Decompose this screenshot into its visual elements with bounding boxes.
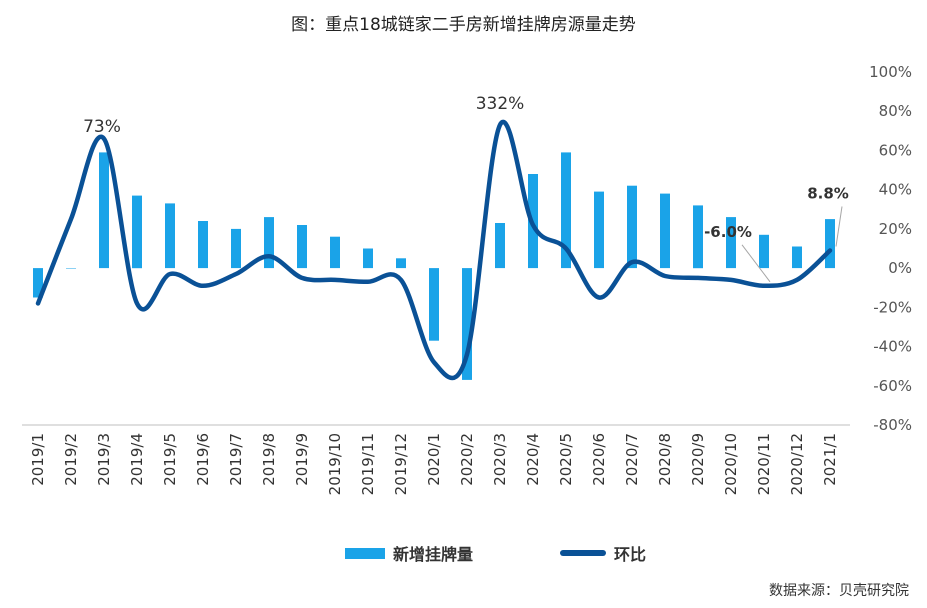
bar-2019/6 — [198, 221, 208, 269]
y-tick-label: 20% — [879, 220, 912, 238]
y-tick-label: -40% — [873, 338, 912, 356]
y-tick-label: 80% — [879, 102, 912, 120]
bar-2019/9 — [297, 225, 307, 269]
x-tick-label: 2019/1 — [29, 433, 47, 486]
x-tick-label: 2020/5 — [557, 433, 575, 486]
bar-2021/1 — [825, 219, 835, 269]
bar-2020/5 — [561, 152, 571, 269]
bar-2019/12 — [396, 258, 406, 269]
bar-2019/3 — [99, 152, 109, 269]
x-tick-label: 2020/11 — [755, 433, 773, 495]
annotation-2020/3: 332% — [476, 94, 525, 114]
legend-swatch-bar — [345, 547, 385, 559]
bar-2020/10 — [726, 217, 736, 269]
bar-2020/3 — [495, 223, 505, 269]
x-tick-label: 2021/1 — [821, 433, 839, 486]
x-tick-label: 2020/10 — [722, 433, 740, 495]
y-tick-label: -60% — [873, 377, 912, 395]
y-tick-label: 40% — [879, 181, 912, 199]
x-tick-label: 2020/7 — [623, 433, 641, 486]
bar-2020/11 — [759, 234, 769, 269]
x-tick-label: 2020/8 — [656, 433, 674, 486]
legend-label-bar: 新增挂牌量 — [393, 545, 474, 564]
annotations: 73% 332% -6.0% 8.8% — [83, 94, 849, 241]
x-tick-label: 2020/6 — [590, 433, 608, 486]
callout-line-2020/11 — [741, 244, 771, 283]
bar-2019/8 — [264, 217, 274, 269]
bar-2020/9 — [693, 205, 703, 269]
y-tick-label: 0% — [888, 259, 912, 277]
x-tick-label: 2019/8 — [260, 433, 278, 486]
data-source: 数据来源：贝壳研究院 — [769, 583, 909, 599]
bar-2019/10 — [330, 236, 340, 269]
y-tick-label: -20% — [873, 298, 912, 316]
bar-2020/1 — [429, 268, 439, 341]
x-tick-label: 2019/2 — [62, 433, 80, 486]
callout-lines — [741, 206, 843, 283]
x-tick-label: 2019/3 — [95, 433, 113, 486]
bar-2019/11 — [363, 248, 373, 269]
annotation-2019/3: 73% — [83, 117, 121, 137]
x-tick-label: 2019/12 — [392, 433, 410, 495]
legend-swatch-line — [560, 550, 606, 556]
bar-2019/2 — [66, 268, 76, 269]
annotation-2021/1: 8.8% — [807, 185, 849, 203]
x-tick-label: 2019/7 — [227, 433, 245, 486]
bar-2020/7 — [627, 185, 637, 269]
x-tick-label: 2020/1 — [425, 433, 443, 486]
bar-2020/6 — [594, 191, 604, 269]
annotation-2020/11: -6.0% — [704, 223, 752, 241]
x-tick-label: 2019/6 — [194, 433, 212, 486]
y-tick-label: -80% — [873, 416, 912, 434]
y-tick-label: 60% — [879, 141, 912, 159]
bar-2019/4 — [132, 195, 142, 269]
x-tick-label: 2020/2 — [458, 433, 476, 486]
x-tick-label: 2019/10 — [326, 433, 344, 495]
x-tick-label: 2020/9 — [689, 433, 707, 486]
callout-line-2021/1 — [835, 206, 843, 247]
y-tick-label: 100% — [869, 63, 912, 81]
bar-series — [33, 152, 835, 380]
bar-2019/5 — [165, 203, 175, 269]
legend-item-line: 环比 — [560, 541, 646, 565]
x-axis-ticks: 2019/1 2019/2 2019/3 2019/4 2019/5 2019/6 2019… — [29, 433, 839, 495]
x-tick-label: 2020/4 — [524, 433, 542, 486]
bar-2020/8 — [660, 193, 670, 269]
y-axis-ticks: 100% 80% 60% 40% 20% 0% -20% -40% -60% -80% — [869, 63, 912, 434]
x-tick-label: 2019/9 — [293, 433, 311, 486]
line-path — [35, 119, 833, 381]
bar-2019/1 — [33, 268, 43, 298]
legend-item-bar: 新增挂牌量 — [345, 541, 473, 565]
chart-title: 图：重点18城链家二手房新增挂牌房源量走势 — [291, 15, 636, 35]
legend: 新增挂牌量 环比 — [0, 541, 927, 565]
x-tick-label: 2020/12 — [788, 433, 806, 495]
legend-label-line: 环比 — [614, 545, 647, 564]
x-tick-label: 2019/4 — [128, 433, 146, 486]
bar-2020/12 — [792, 246, 802, 269]
x-tick-label: 2019/5 — [161, 433, 179, 486]
bar-2020/2 — [462, 268, 472, 380]
bar-2019/7 — [231, 228, 241, 269]
line-series — [35, 119, 833, 381]
x-tick-label: 2019/11 — [359, 433, 377, 495]
x-tick-label: 2020/3 — [491, 433, 509, 486]
